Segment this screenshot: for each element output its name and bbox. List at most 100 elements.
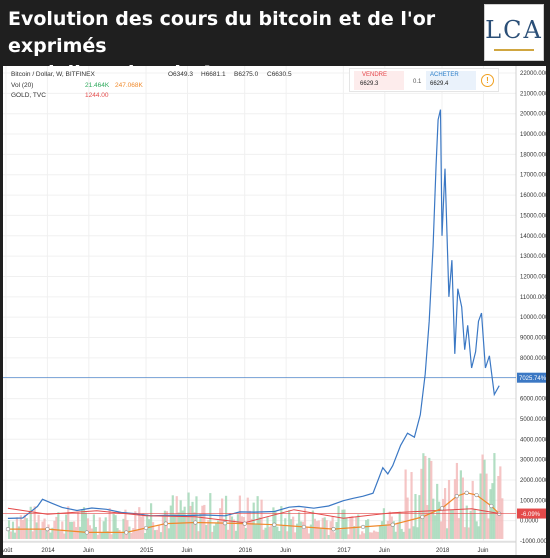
volume-bar bbox=[353, 526, 356, 539]
volume-bar bbox=[49, 532, 52, 539]
volume-bar bbox=[380, 521, 384, 539]
volume-ma-point bbox=[439, 506, 445, 511]
y-tick-label: 9000.0000 bbox=[520, 336, 546, 342]
volume-bar bbox=[169, 505, 172, 539]
volume-bar bbox=[78, 526, 82, 539]
y-tick-label: 16000.0000 bbox=[520, 193, 546, 199]
volume-bar bbox=[333, 532, 336, 539]
volume-bar bbox=[207, 520, 210, 539]
legend-high: H6681.1 bbox=[201, 71, 226, 78]
x-tick-label: 2014 bbox=[41, 548, 55, 554]
volume-bar bbox=[499, 466, 502, 539]
volume-bar bbox=[197, 531, 200, 539]
gold-price-line bbox=[7, 507, 500, 524]
legend-open: O6349.3 bbox=[168, 71, 193, 78]
volume-bar bbox=[51, 527, 54, 539]
volume-bar bbox=[473, 508, 476, 539]
volume-bar bbox=[9, 531, 13, 539]
volume-bar bbox=[294, 532, 297, 539]
volume-bar bbox=[327, 534, 330, 539]
volume-bar bbox=[418, 495, 421, 539]
volume-bar bbox=[234, 530, 238, 539]
volume-bar bbox=[205, 524, 208, 539]
sell-button[interactable] bbox=[354, 71, 404, 90]
volume-bar bbox=[122, 518, 125, 539]
volume-bar bbox=[41, 521, 44, 539]
x-tick-label: 2015 bbox=[140, 548, 154, 554]
volume-bar bbox=[404, 469, 407, 539]
volume-bar bbox=[374, 531, 378, 539]
volume-bar bbox=[35, 522, 38, 539]
volume-bar bbox=[412, 526, 415, 539]
volume-bar bbox=[276, 526, 279, 539]
volume-bar bbox=[199, 513, 202, 539]
volume-bar bbox=[177, 512, 180, 539]
volume-bar bbox=[278, 531, 281, 539]
volume-bar bbox=[282, 524, 285, 539]
trade-box: VENDRE 6629.3 0.1 ACHETER 6629.4 ! bbox=[349, 68, 499, 92]
volume-bar bbox=[266, 517, 269, 539]
volume-bar bbox=[402, 531, 405, 539]
volume-bar bbox=[217, 520, 220, 539]
volume-bar bbox=[392, 521, 395, 539]
y-tick-label: 4000.0000 bbox=[520, 437, 546, 443]
y-tick-label: 12000.0000 bbox=[520, 274, 546, 280]
volume-bar bbox=[290, 519, 293, 539]
volume-bar bbox=[244, 528, 247, 539]
legend-gold-value: 1244.00 bbox=[85, 92, 109, 99]
volume-bar bbox=[90, 528, 94, 539]
y-tick-label: 1000.0000 bbox=[520, 498, 546, 504]
y-tick-label: 6000.0000 bbox=[520, 397, 546, 403]
buy-price: 6629.4 bbox=[430, 81, 449, 87]
volume-ma-point bbox=[163, 521, 168, 526]
volume-bar bbox=[175, 496, 178, 539]
volume-bar bbox=[29, 506, 32, 539]
volume-bar bbox=[398, 511, 401, 539]
volume-bar bbox=[100, 532, 103, 539]
buy-button[interactable] bbox=[426, 71, 476, 90]
y-tick-label: 10000.0000 bbox=[520, 315, 546, 321]
volume-bar bbox=[155, 529, 159, 539]
volume-bar bbox=[55, 516, 58, 539]
volume-bar bbox=[414, 494, 417, 539]
volume-bar bbox=[325, 520, 328, 539]
volume-bar bbox=[307, 533, 311, 539]
volume-bar bbox=[203, 504, 206, 539]
sell-label: VENDRE bbox=[362, 72, 388, 78]
y-tick-label: 5000.0000 bbox=[520, 417, 546, 423]
volume-bar bbox=[292, 516, 295, 539]
volume-bar bbox=[463, 527, 466, 539]
volume-bar bbox=[149, 503, 153, 539]
y-tick-label: 0.0000 bbox=[520, 519, 539, 525]
volume-bar bbox=[329, 521, 332, 539]
volume-bar bbox=[288, 510, 291, 539]
volume-bar bbox=[67, 506, 70, 539]
volume-ma-point bbox=[124, 530, 129, 535]
volume-bar bbox=[436, 483, 439, 539]
volume-bar bbox=[432, 498, 435, 539]
volume-bar bbox=[416, 527, 419, 539]
volume-bar bbox=[408, 528, 411, 539]
volume-bar bbox=[242, 516, 245, 539]
volume-bar bbox=[193, 512, 196, 539]
volume-bar bbox=[161, 514, 165, 539]
volume-bar bbox=[17, 526, 20, 539]
volume-bar bbox=[396, 522, 399, 539]
volume-bar bbox=[57, 512, 60, 539]
volume-bar bbox=[260, 499, 263, 539]
volume-bar bbox=[246, 497, 249, 539]
volume-bar bbox=[390, 516, 393, 539]
volume-bar bbox=[471, 480, 474, 539]
volume-bar bbox=[211, 531, 214, 539]
volume-bar bbox=[15, 517, 19, 539]
volume-bar bbox=[359, 534, 362, 539]
volume-bar bbox=[489, 489, 492, 539]
volume-bar bbox=[118, 529, 121, 539]
volume-bar bbox=[71, 521, 74, 539]
y-tick-label: 18000.0000 bbox=[520, 152, 546, 158]
volume-bar bbox=[209, 493, 212, 539]
title-line-1: Evolution des cours du bitcoin et de l'o… bbox=[8, 8, 436, 57]
volume-bar bbox=[495, 510, 498, 539]
legend-vol-label: Vol (20) bbox=[11, 82, 33, 89]
info-icon[interactable]: ! bbox=[481, 74, 494, 87]
